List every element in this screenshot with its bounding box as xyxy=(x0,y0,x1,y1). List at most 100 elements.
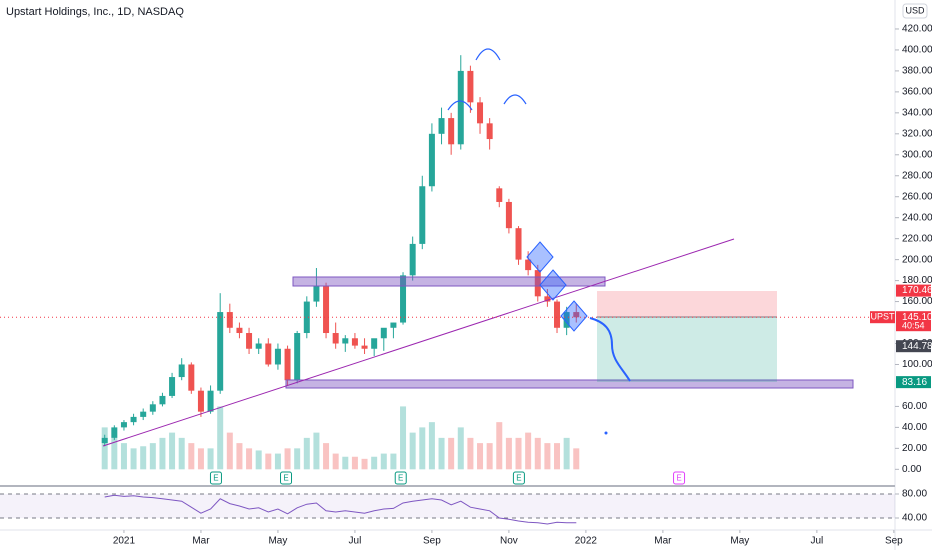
candle-body xyxy=(496,188,503,202)
candle-body xyxy=(486,123,493,140)
earnings-icon xyxy=(394,471,407,485)
volume-bar xyxy=(130,448,137,470)
volume-bar xyxy=(544,443,551,470)
earnings-icon xyxy=(512,471,525,485)
volume-bar xyxy=(284,448,291,470)
earnings-label: E xyxy=(213,474,218,483)
x-tick-label: Jul xyxy=(349,536,362,547)
earnings-label: E xyxy=(676,474,681,483)
candle-body xyxy=(477,102,484,124)
volume-bar xyxy=(178,437,185,470)
x-tick-label: Sep xyxy=(885,536,903,547)
candle-body xyxy=(342,338,349,344)
rsi-band xyxy=(0,494,895,518)
projection-path xyxy=(589,317,631,382)
candle-body xyxy=(351,338,358,346)
candle-body xyxy=(438,118,445,134)
candle-body xyxy=(169,377,176,396)
pattern-arc xyxy=(447,48,527,111)
y-tick-label: 420.00 xyxy=(902,24,932,35)
volume-bar xyxy=(226,432,233,470)
volume-bar xyxy=(448,437,455,470)
candle-body xyxy=(534,270,541,297)
y-tick-label: 260.00 xyxy=(902,191,932,202)
earnings-icon xyxy=(209,471,222,485)
y-tick-label: 360.00 xyxy=(902,87,932,98)
candle-body xyxy=(246,333,253,349)
candle-body xyxy=(101,437,108,444)
candle-body xyxy=(505,201,512,229)
dot xyxy=(604,431,608,435)
y-tick-label: 40.00 xyxy=(902,422,927,433)
candle-body xyxy=(111,427,118,438)
candle-body xyxy=(467,70,474,103)
zone-rect xyxy=(285,379,854,389)
x-tick-label: May xyxy=(268,536,287,547)
y-tick-label: 300.00 xyxy=(902,149,932,160)
y-tick-label: 160.00 xyxy=(902,296,932,307)
trend-line xyxy=(102,238,735,447)
volume-bar xyxy=(486,443,493,470)
y-tick-label: 60.00 xyxy=(902,401,927,412)
volume-bar xyxy=(140,446,147,470)
target-zone xyxy=(597,317,777,382)
volume-bar xyxy=(534,437,541,470)
candle-body xyxy=(178,364,185,378)
volume-bar xyxy=(390,453,397,470)
candle-body xyxy=(371,338,378,349)
candle-body xyxy=(140,411,147,417)
candle-body xyxy=(400,275,407,323)
y-tick-label: 0.00 xyxy=(902,464,922,475)
volume-bar xyxy=(332,453,339,470)
candle-body xyxy=(303,301,310,334)
candle-body xyxy=(294,333,301,381)
rsi-tick-label: 40.00 xyxy=(902,513,927,524)
x-tick-label: 2021 xyxy=(113,536,136,547)
y-tick-label: 280.00 xyxy=(902,170,932,181)
candle-body xyxy=(380,327,387,339)
volume-bar xyxy=(169,432,176,470)
y-tick-label: 320.00 xyxy=(902,128,932,139)
candle-body xyxy=(159,395,166,405)
diamond xyxy=(526,241,588,332)
symbol-tag xyxy=(870,311,895,324)
volume-bar xyxy=(554,443,561,470)
price-tag-label: 144.78 xyxy=(902,341,932,352)
volume-bar xyxy=(207,448,214,470)
y-tick-label: 240.00 xyxy=(902,212,932,223)
volume-bar xyxy=(217,406,224,470)
candle-body xyxy=(323,285,330,334)
candle-body xyxy=(563,312,570,328)
x-tick-label: Mar xyxy=(654,536,672,547)
earnings-label: E xyxy=(398,474,403,483)
candle-body xyxy=(274,348,281,365)
volume-bar xyxy=(525,432,532,470)
x-tick-label: Nov xyxy=(500,536,518,547)
candle-body xyxy=(457,70,464,145)
volume-bar xyxy=(515,437,522,470)
earnings-label: E xyxy=(283,474,288,483)
volume-bar xyxy=(457,427,464,470)
volume-bar xyxy=(188,443,195,470)
rsi-tick-label: 80.00 xyxy=(902,489,927,500)
volume-bar xyxy=(149,443,156,470)
volume-bar xyxy=(246,448,253,470)
volume-bar xyxy=(467,437,474,470)
volume-bar xyxy=(294,448,301,470)
price-tag xyxy=(896,311,931,332)
candle-body xyxy=(284,348,291,381)
earnings-icon xyxy=(280,471,293,485)
candle-body xyxy=(197,390,204,412)
chart-title: Upstart Holdings, Inc., 1D, NASDAQ xyxy=(6,6,184,18)
candle-body xyxy=(525,259,532,271)
candle-body xyxy=(313,285,320,302)
candle-body xyxy=(236,327,243,334)
volume-bar xyxy=(496,422,503,470)
candle-body xyxy=(409,243,416,276)
earnings-icon xyxy=(673,471,686,485)
price-tag xyxy=(896,340,931,353)
volume-bar xyxy=(197,448,204,470)
candle-body xyxy=(217,312,224,391)
candle-body xyxy=(448,118,455,145)
